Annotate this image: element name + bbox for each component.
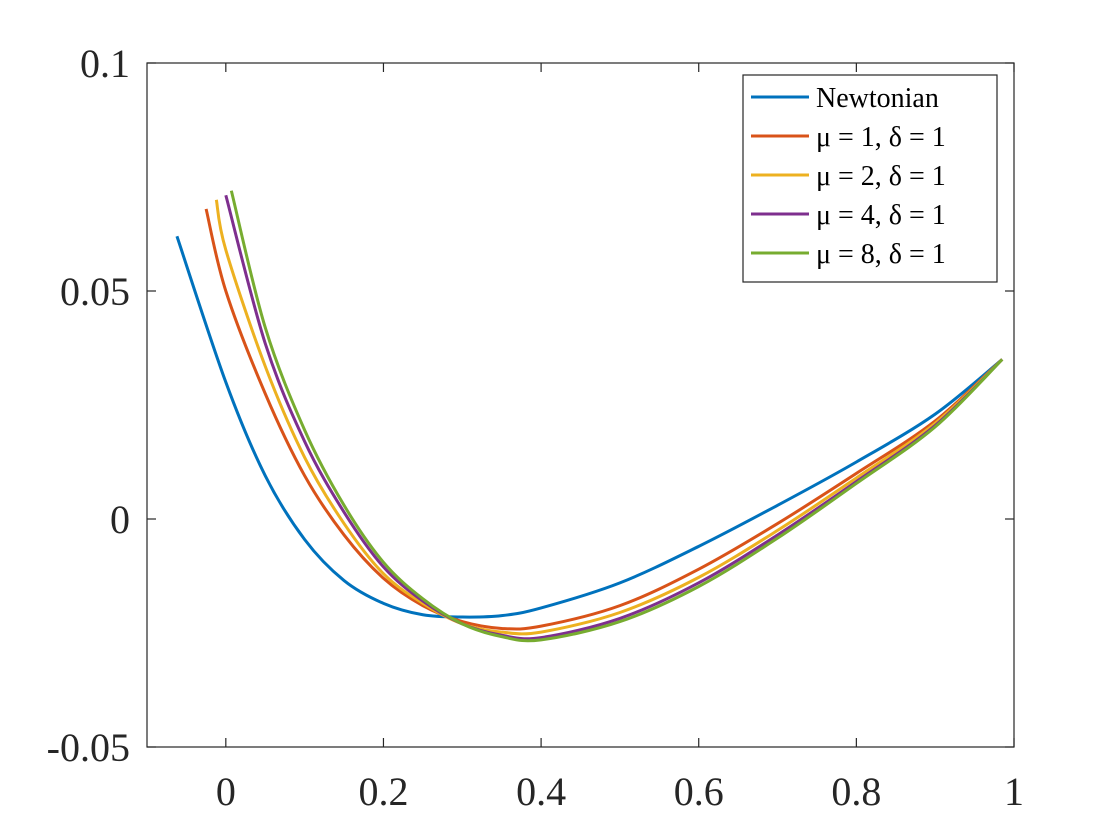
legend-label-4: μ = 4, δ = 1 — [816, 200, 946, 231]
legend-label-1: Newtonian — [816, 83, 939, 114]
x-tick-label: 0.4 — [516, 769, 566, 814]
x-tick-label: 1 — [1004, 769, 1024, 814]
legend-label-5: μ = 8, δ = 1 — [816, 239, 946, 270]
series-line-5 — [229, 190, 1004, 643]
series-layer — [175, 190, 1004, 643]
x-tick-label: 0.8 — [831, 769, 881, 814]
y-tick-label: 0 — [110, 497, 130, 542]
legend: Newtonian μ = 1, δ = 1 μ = 2, δ = 1 μ = 4, … — [742, 74, 998, 283]
series-line-3 — [214, 199, 1004, 636]
series-line-2 — [204, 208, 1004, 631]
legend-label-2: μ = 1, δ = 1 — [816, 122, 946, 153]
x-tick-label: 0.6 — [674, 769, 724, 814]
x-tick-label: 0.2 — [358, 769, 408, 814]
plot-frame — [146, 62, 1015, 748]
series-line-1 — [175, 235, 1004, 619]
y-tick-label: 0.1 — [80, 41, 130, 86]
y-tick-label: -0.05 — [47, 725, 130, 770]
legend-label-3: μ = 2, δ = 1 — [816, 161, 946, 192]
y-tick-label: 0.05 — [60, 269, 130, 314]
x-tick-label: 0 — [216, 769, 236, 814]
ticks-layer: 0 0.2 0.4 0.6 0.8 1 -0.05 0 0.05 0.1 — [47, 41, 1024, 814]
legend-box — [742, 74, 998, 283]
